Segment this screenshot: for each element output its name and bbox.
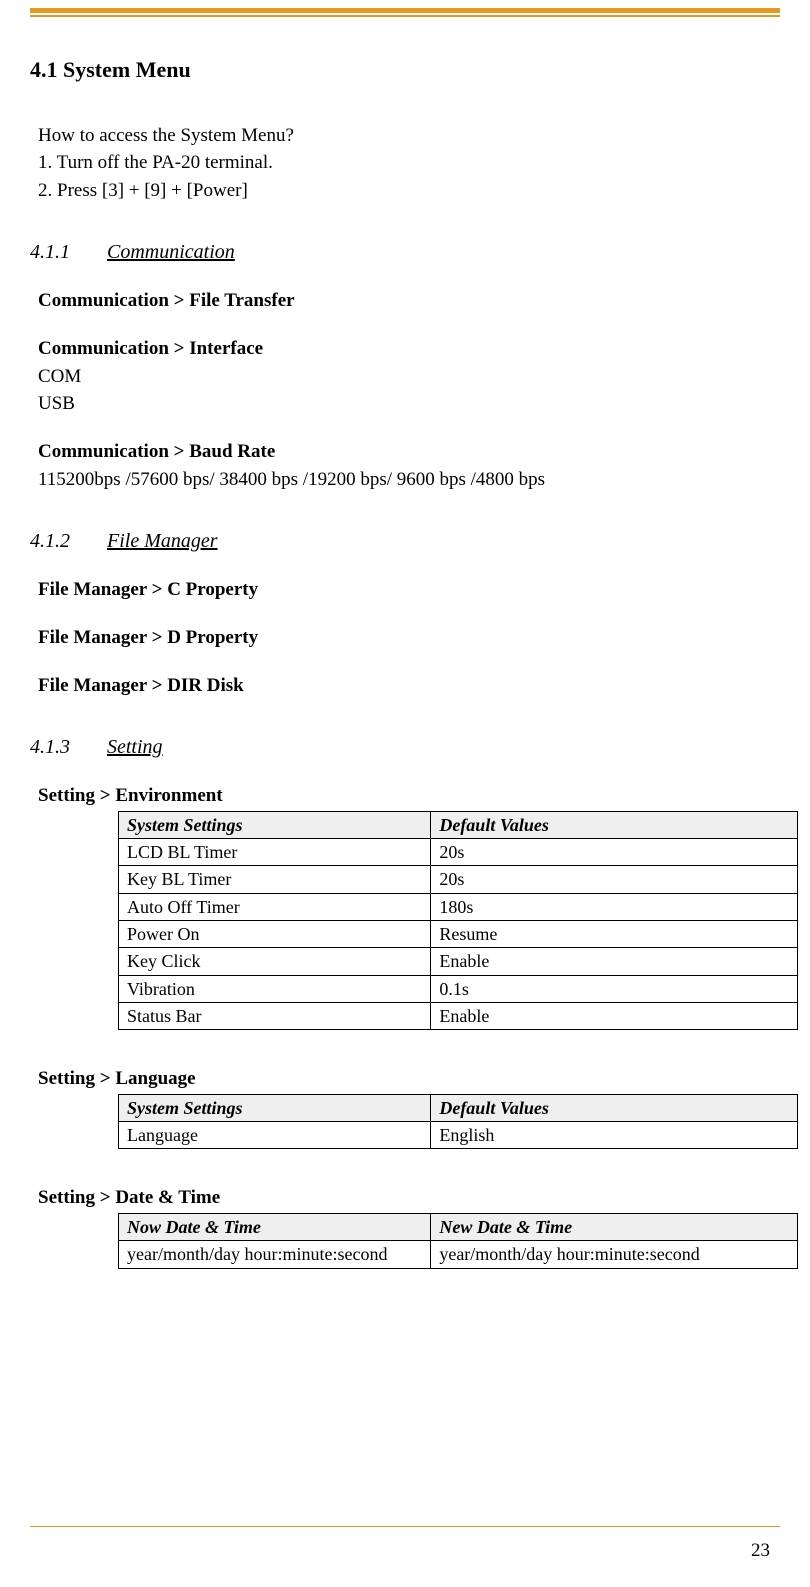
table-cell: 0.1s — [431, 975, 798, 1002]
comm-interface-com: COM — [38, 364, 780, 390]
subsection-communication: 4.1.1 Communication — [30, 241, 780, 264]
table-cell: Enable — [431, 948, 798, 975]
subsection-number: 4.1.1 — [30, 241, 102, 264]
setting-language-table: System Settings Default Values LanguageE… — [118, 1094, 798, 1150]
table-row: Key BL Timer20s — [119, 866, 798, 893]
fm-dir-disk: File Manager > DIR Disk — [38, 673, 780, 699]
subsection-file-manager: 4.1.2 File Manager — [30, 530, 780, 553]
table-header: System Settings — [119, 1094, 431, 1121]
setting-language-title: Setting > Language — [38, 1066, 780, 1092]
table-cell: Resume — [431, 921, 798, 948]
subsection-title: Setting — [107, 736, 163, 758]
table-body: LCD BL Timer20sKey BL Timer20sAuto Off T… — [119, 839, 798, 1030]
table-header: System Settings — [119, 811, 431, 838]
top-rule-thick — [30, 8, 780, 13]
table-row: Auto Off Timer180s — [119, 893, 798, 920]
table-header: Default Values — [431, 1094, 798, 1121]
table-cell: 180s — [431, 893, 798, 920]
table-row: LCD BL Timer20s — [119, 839, 798, 866]
table-row: Power OnResume — [119, 921, 798, 948]
table-cell: English — [431, 1122, 798, 1149]
comm-baud-list: 115200bps /57600 bps/ 38400 bps /19200 b… — [38, 467, 780, 493]
subsection-number: 4.1.3 — [30, 736, 102, 759]
setting-environment-table: System Settings Default Values LCD BL Ti… — [118, 811, 798, 1030]
setting-environment-title: Setting > Environment — [38, 783, 780, 809]
comm-interface-head: Communication > Interface — [38, 336, 780, 362]
comm-interface-usb: USB — [38, 391, 780, 417]
table-cell: Vibration — [119, 975, 431, 1002]
intro-question: How to access the System Menu? — [38, 123, 780, 149]
table-row: year/month/day hour:minute:secondyear/mo… — [119, 1241, 798, 1268]
table-cell: Enable — [431, 1002, 798, 1029]
comm-baud-head: Communication > Baud Rate — [38, 439, 780, 465]
intro-step-2: 2. Press [3] + [9] + [Power] — [38, 178, 780, 204]
bottom-rule — [30, 1526, 780, 1528]
table-header: New Date & Time — [431, 1214, 798, 1241]
table-cell: Key BL Timer — [119, 866, 431, 893]
subsection-title: Communication — [107, 241, 235, 263]
table-body: year/month/day hour:minute:secondyear/mo… — [119, 1241, 798, 1268]
table-row: Key ClickEnable — [119, 948, 798, 975]
table-cell: Status Bar — [119, 1002, 431, 1029]
intro-block: How to access the System Menu? 1. Turn o… — [38, 123, 780, 204]
setting-datetime-table: Now Date & Time New Date & Time year/mon… — [118, 1213, 798, 1269]
setting-environment-block: Setting > Environment System Settings De… — [38, 783, 780, 1030]
page-title: 4.1 System Menu — [30, 57, 780, 83]
table-cell: 20s — [431, 866, 798, 893]
table-cell: Auto Off Timer — [119, 893, 431, 920]
top-rule-thin — [30, 15, 780, 17]
table-header: Default Values — [431, 811, 798, 838]
table-cell: year/month/day hour:minute:second — [119, 1241, 431, 1268]
table-row: Vibration0.1s — [119, 975, 798, 1002]
table-cell: LCD BL Timer — [119, 839, 431, 866]
page-number: 23 — [751, 1540, 770, 1562]
subsection-setting: 4.1.3 Setting — [30, 736, 780, 759]
table-row: Status BarEnable — [119, 1002, 798, 1029]
intro-step-1: 1. Turn off the PA-20 terminal. — [38, 150, 780, 176]
communication-block: Communication > File Transfer Communicat… — [38, 288, 780, 492]
file-manager-block: File Manager > C Property File Manager >… — [38, 577, 780, 698]
subsection-title: File Manager — [107, 530, 218, 552]
table-row: LanguageEnglish — [119, 1122, 798, 1149]
table-header: Now Date & Time — [119, 1214, 431, 1241]
table-cell: year/month/day hour:minute:second — [431, 1241, 798, 1268]
table-cell: Key Click — [119, 948, 431, 975]
fm-c-property: File Manager > C Property — [38, 577, 780, 603]
fm-d-property: File Manager > D Property — [38, 625, 780, 651]
table-cell: Language — [119, 1122, 431, 1149]
subsection-number: 4.1.2 — [30, 530, 102, 553]
table-body: LanguageEnglish — [119, 1122, 798, 1149]
table-cell: 20s — [431, 839, 798, 866]
setting-datetime-block: Setting > Date & Time Now Date & Time Ne… — [38, 1185, 780, 1268]
setting-language-block: Setting > Language System Settings Defau… — [38, 1066, 780, 1149]
table-cell: Power On — [119, 921, 431, 948]
comm-file-transfer: Communication > File Transfer — [38, 288, 780, 314]
setting-datetime-title: Setting > Date & Time — [38, 1185, 780, 1211]
